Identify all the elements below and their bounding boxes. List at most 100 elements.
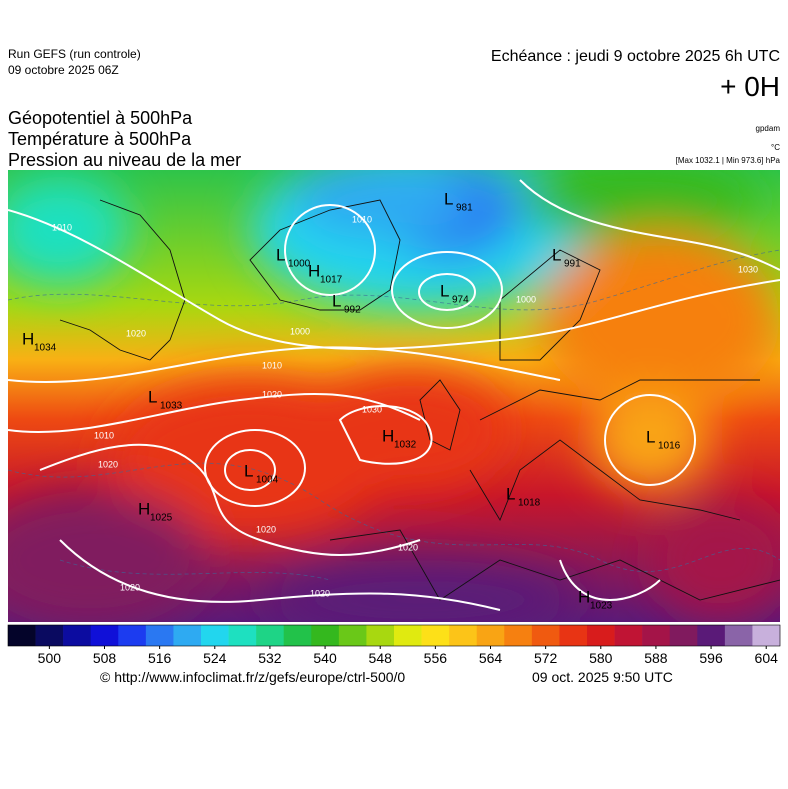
colorbar-swatch [697,625,726,646]
colorbar-tick-label: 604 [755,650,779,666]
colorbar-swatch [421,625,450,646]
colorbar-tick-label: 508 [93,650,117,666]
valid-time: Echéance : jeudi 9 octobre 2025 6h UTC [491,48,780,65]
center-letter: L [440,281,449,300]
isobar-label: 1020 [256,524,276,534]
center-letter: L [332,291,341,310]
title-temperature: Température à 500hPa [8,129,192,149]
isobar-label: 1010 [52,222,72,232]
coastlines [59,199,780,601]
isobar-labels: 1010 1020 1010 1020 1020 1000 1010 1010 1030 1020… [52,214,758,598]
isobar-label: 1010 [262,360,282,370]
isobar-label: 1010 [352,214,372,224]
isobars [8,179,780,611]
center-letter: L [506,484,515,503]
colorbar-swatch [394,625,422,646]
colorbar-swatch [587,625,615,646]
colorbar-swatch [449,625,478,646]
colorbar-swatch [752,625,781,646]
colorbar-swatch [8,625,36,646]
run-label: Run GEFS (run controle) [8,47,141,61]
center-value: 1034 [34,343,57,354]
center-value: 974 [452,295,469,306]
center-value: 1032 [394,440,417,451]
colorbar-tick-label: 572 [534,650,558,666]
colorbar-tick-label: 596 [699,650,723,666]
center-letter: H [138,499,150,518]
source-url: © http://www.infoclimat.fr/z/gefs/europe… [100,669,405,685]
colorbar-swatch [724,625,753,646]
center-value: 1025 [150,513,173,524]
colorbar-swatch [145,625,174,646]
colorbar-swatch [559,625,588,646]
center-letter: L [646,427,655,446]
colorbar-swatch [311,625,340,646]
colorbar-swatch [642,625,671,646]
isobar-label: 1010 [94,430,114,440]
timestamp: 09 oct. 2025 9:50 UTC [532,669,673,685]
center-letter: L [276,245,285,264]
isobar-label: 1000 [290,326,310,336]
run-date: 09 octobre 2025 06Z [8,63,119,77]
center-value: 1033 [160,401,183,412]
center-letter: H [578,587,590,606]
center-value: 992 [344,305,361,316]
center-value: 1023 [590,601,613,612]
center-letter: H [22,329,34,348]
center-value: 981 [456,203,473,214]
colorbar-swatch [366,625,395,646]
center-value: 1000 [288,259,311,270]
title-pressure: Pression au niveau de la mer [8,150,241,170]
unit-geopotential: gpdam [756,124,781,133]
isobar-label: 1030 [738,264,758,274]
center-letter: L [244,461,253,480]
colorbar-tick-label: 524 [203,650,227,666]
isobar-label: 1020 [120,582,140,592]
isobar-label: 1020 [398,542,418,552]
center-letter: H [382,426,394,445]
unit-pressure: [Max 1032.1 | Min 973.6] hPa [676,156,781,165]
colorbar-swatch [338,625,367,646]
center-value: 1016 [658,441,681,452]
center-letter: H [308,261,320,280]
center-value: 991 [564,259,581,270]
colorbar-tick-label: 588 [644,650,668,666]
colorbar-swatch [201,625,229,646]
colorbar-swatch [669,625,698,646]
colorbar-swatch [63,625,92,646]
isobar-label: 1020 [126,328,146,338]
colorbar: 500 508 516 524 532 540 548 556 564 572 580 588 596 6… [7,624,781,666]
colorbar-tick-label: 548 [369,650,393,666]
isobar-label: 1020 [98,459,118,469]
colorbar-swatch [90,625,119,646]
isobar-label: 1020 [262,389,282,399]
colorbar-frame [7,624,781,647]
colorbar-tick-label: 540 [313,650,337,666]
unit-temperature: °C [771,143,780,152]
isobar-label: 1020 [310,588,330,598]
center-value: 1004 [256,475,279,486]
colorbar-swatch [614,625,643,646]
center-letter: L [148,387,157,406]
colorbar-swatch [173,625,202,646]
lead-time: + 0H [720,71,780,102]
colorbar-swatch [35,625,64,646]
center-letter: L [444,189,453,208]
colorbar-swatch [476,625,505,646]
isobar-label: 1030 [362,404,382,414]
colorbar-tick-label: 500 [38,650,62,666]
isobar-label: 1000 [516,294,536,304]
center-value: 1017 [320,275,343,286]
colorbar-tick-label: 516 [148,650,172,666]
colorbar-tick-label: 564 [479,650,503,666]
colorbar-swatch [531,625,560,646]
colorbar-swatch [256,625,285,646]
colorbar-tick-label: 580 [589,650,613,666]
center-value: 1018 [518,498,541,509]
title-geopotential: Géopotentiel à 500hPa [8,108,193,128]
center-letter: L [552,245,561,264]
colorbar-swatch [228,625,257,646]
